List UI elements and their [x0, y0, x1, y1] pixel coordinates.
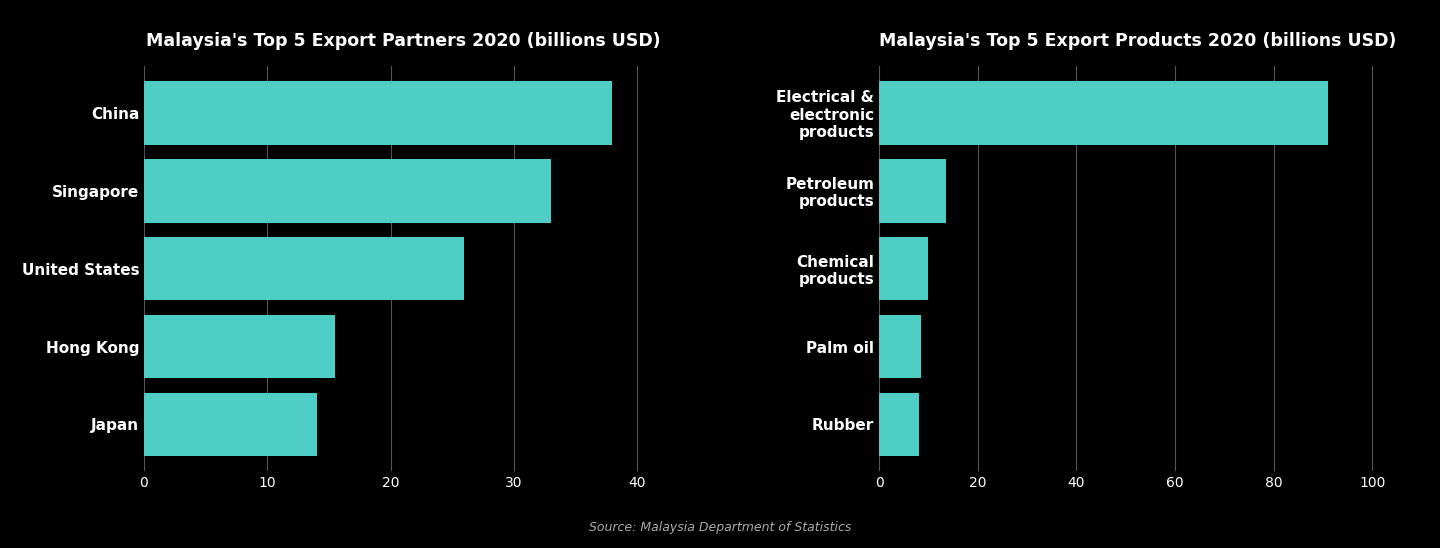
Bar [144, 158, 550, 222]
Bar [144, 315, 336, 379]
Bar [878, 392, 919, 456]
Bar [144, 81, 612, 145]
Bar [144, 392, 317, 456]
Title: Malaysia's Top 5 Export Products 2020 (billions USD): Malaysia's Top 5 Export Products 2020 (b… [880, 32, 1397, 50]
Bar [144, 237, 465, 300]
Bar [878, 81, 1328, 145]
Text: Source: Malaysia Department of Statistics: Source: Malaysia Department of Statistic… [589, 521, 851, 534]
Bar [878, 158, 946, 222]
Bar [878, 237, 929, 300]
Title: Malaysia's Top 5 Export Partners 2020 (billions USD): Malaysia's Top 5 Export Partners 2020 (b… [145, 32, 660, 50]
Bar [878, 315, 922, 379]
